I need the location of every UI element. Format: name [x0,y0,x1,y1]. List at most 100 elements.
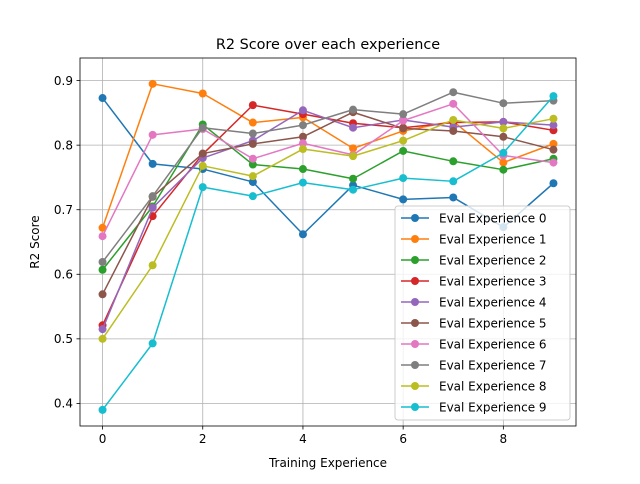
data-point [248,160,257,169]
series-line [101,91,554,263]
x-axis-label: Training Experience [268,456,387,470]
data-point [298,230,307,239]
data-point [298,178,307,187]
legend-item: Eval Experience 7 [401,358,547,372]
y-axis-label: R2 Score [28,215,42,268]
data-point [248,177,257,186]
data-point [499,158,508,167]
data-point [399,195,408,204]
legend-label: Eval Experience 5 [439,316,547,330]
data-point [98,325,107,334]
data-point [349,152,358,161]
tick-layer: 0 2 4 6 8 0.4 0.5 0.6 0.7 0.8 0.9 [54,74,507,446]
legend: Eval Experience 0 Eval Experience 1 Eval E… [394,205,571,421]
series-layer [98,79,558,414]
legend-item: Eval Experience 0 [401,211,547,225]
legend-marker [411,214,419,222]
series-6 [98,99,558,241]
data-point [148,159,157,168]
data-point [499,124,508,133]
data-point [198,161,207,170]
legend-label: Eval Experience 7 [439,358,547,372]
data-point [499,117,508,126]
legend-item: Eval Experience 3 [401,274,547,288]
series-line [101,83,554,229]
series-7 [98,88,558,267]
data-point [98,405,107,414]
data-point [298,132,307,141]
data-point [349,123,358,132]
data-point [248,118,257,127]
data-point [98,265,107,274]
data-point [449,88,458,97]
legend-marker [411,361,419,369]
data-point [549,121,558,130]
legend-item: Eval Experience 5 [401,316,547,330]
data-point [499,132,508,141]
legend-label: Eval Experience 8 [439,379,547,393]
legend-item: Eval Experience 8 [401,379,547,393]
series-9 [98,92,558,414]
legend-marker [411,403,419,411]
data-point [499,99,508,108]
data-point [98,258,107,267]
legend-item: Eval Experience 1 [401,232,547,246]
data-point [98,223,107,232]
x-tick-label: 0 [99,432,107,446]
data-point [198,123,207,132]
series-line [101,111,554,295]
series-line [101,95,555,411]
series-2 [98,120,558,274]
data-point [298,145,307,154]
legend-label: Eval Experience 9 [439,400,547,414]
data-point [148,130,157,139]
legend-marker [411,298,419,306]
data-point [399,174,408,183]
data-point [298,106,307,115]
data-point [549,158,558,167]
data-point [248,154,257,163]
data-point [449,157,458,166]
x-tick-label: 8 [500,432,508,446]
y-tick-label: 0.6 [54,268,73,282]
data-point [298,121,307,130]
data-point [549,139,558,148]
legend-marker [411,277,419,285]
data-point [248,101,257,110]
data-point [98,94,107,103]
series-line [101,123,554,271]
data-point [98,334,107,343]
data-point [449,115,458,124]
data-point [298,165,307,174]
legend-label: Eval Experience 4 [439,295,547,309]
data-point [148,203,157,212]
data-point [349,105,358,114]
legend-marker [411,256,419,264]
data-point [449,193,458,202]
data-point [449,99,458,108]
data-point [399,124,408,133]
legend-box [394,205,571,421]
data-point [98,290,107,299]
data-point [198,149,207,158]
data-point [549,145,558,154]
data-point [349,174,358,183]
legend-marker [411,319,419,327]
data-point [248,192,257,201]
data-point [148,339,157,348]
data-point [198,183,207,192]
data-point [399,146,408,155]
x-tick-label: 2 [199,432,207,446]
legend-label: Eval Experience 0 [439,211,547,225]
data-point [349,185,358,194]
data-point [549,179,558,188]
y-tick-label: 0.5 [54,332,73,346]
data-point [248,172,257,181]
series-8 [98,114,558,343]
legend-label: Eval Experience 2 [439,253,547,267]
data-point [349,144,358,153]
data-point [499,148,508,157]
plot-frame [79,57,577,427]
series-line [101,103,554,237]
